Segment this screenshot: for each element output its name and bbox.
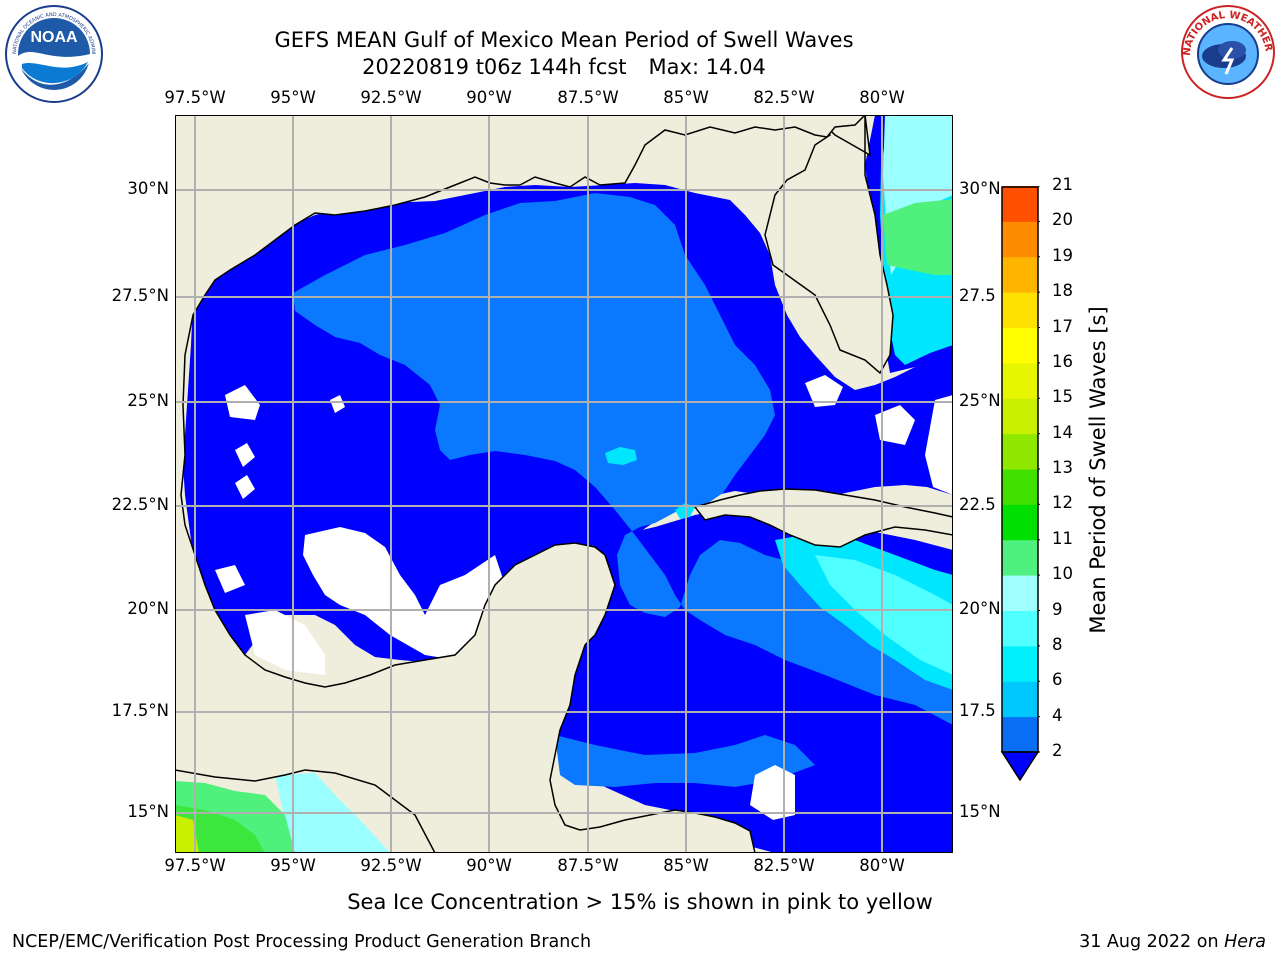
- lat-tick-label: 15°N: [959, 802, 1001, 821]
- colorbar-segment: [1002, 681, 1038, 718]
- colorbar-segment: [1002, 469, 1038, 505]
- lat-tick-label: 27.5°N: [111, 286, 169, 305]
- no-data-patches: [215, 375, 953, 820]
- lon-tick-label: 92.5°W: [360, 856, 422, 875]
- pacific-bright-green-area: [175, 805, 265, 853]
- lon-tick-label: 80°W: [859, 856, 905, 875]
- colorbar-tick-label: 16: [1052, 351, 1073, 371]
- colorbar-tick-label: 14: [1052, 422, 1073, 442]
- colorbar-tick-label: 19: [1052, 245, 1073, 265]
- lat-tick-label: 30°N: [127, 179, 169, 198]
- colorbar-tick-label: 18: [1052, 281, 1073, 301]
- colorbar-segment: [1002, 362, 1038, 399]
- lat-tick-label: 22.5°N: [111, 495, 169, 514]
- gulf-of-mexico-map: [175, 115, 953, 853]
- sea-ice-note: Sea Ice Concentration > 15% is shown in …: [347, 890, 933, 914]
- colorbar-segment: [1002, 433, 1038, 470]
- lat-tick-label: 22.5: [959, 495, 996, 514]
- atlantic-green-area: [883, 199, 953, 275]
- pacific-yellow-green-area: [175, 815, 199, 853]
- lon-tick-label: 97.5°W: [164, 856, 226, 875]
- lon-tick-label: 97.5°W: [164, 88, 226, 107]
- map-title: GEFS MEAN Gulf of Mexico Mean Period of …: [274, 28, 854, 52]
- colorbar-segment: [1002, 504, 1038, 541]
- colorbar-tick-label: 2: [1052, 741, 1063, 760]
- colorbar-tick-label: 10: [1052, 564, 1073, 584]
- colorbar-segment: [1002, 292, 1038, 328]
- lon-tick-label: 90°W: [466, 88, 512, 107]
- lon-tick-label: 85°W: [663, 856, 709, 875]
- lon-tick-label: 92.5°W: [360, 88, 422, 107]
- colorbar-segment: [1002, 398, 1038, 435]
- credit-text: NCEP/EMC/Verification Post Processing Pr…: [12, 932, 592, 952]
- colorbar-segment: [1002, 575, 1038, 611]
- lat-tick-label: 27.5: [959, 286, 996, 305]
- colorbar-tick-label: 4: [1052, 705, 1063, 725]
- lat-tick-label: 25°N: [959, 391, 1001, 410]
- date-stamp: 31 Aug 2022 on Hera: [1079, 932, 1266, 952]
- lon-tick-label: 95°W: [270, 856, 316, 875]
- colorbar-under-triangle: [1000, 751, 1040, 782]
- lat-tick-label: 30°N: [959, 179, 1001, 198]
- caribbean-light-cyan-area: [815, 555, 953, 675]
- lat-tick-label: 15°N: [127, 802, 169, 821]
- graticule-lines: [175, 115, 953, 853]
- colorbar: [1000, 186, 1040, 782]
- colorbar-tick-label: 15: [1052, 387, 1073, 407]
- run-label: 20220819 t06z 144h fcst: [362, 55, 627, 79]
- colorbar-tick-label: 6: [1052, 670, 1063, 690]
- lon-tick-label: 85°W: [663, 88, 709, 107]
- colorbar-tick-label: 21: [1052, 175, 1073, 194]
- colorbar-tick-label: 9: [1052, 599, 1063, 619]
- colorbar-tick-label: 17: [1052, 316, 1073, 336]
- machine-name: Hera: [1224, 932, 1266, 952]
- lon-tick-label: 87.5°W: [557, 856, 619, 875]
- colorbar-tick-label: 8: [1052, 634, 1063, 654]
- central-gulf-cyan-patch: [605, 447, 637, 465]
- lon-tick-label: 82.5°W: [753, 88, 815, 107]
- noaa-logo: NOAA NATIONAL OCEANIC AND ATMOSPHERIC AD…: [4, 4, 103, 103]
- lat-tick-label: 20°N: [127, 599, 169, 618]
- colorbar-segment: [1002, 610, 1038, 647]
- lat-tick-label: 17.5°N: [111, 701, 169, 720]
- colorbar-segment: [1002, 256, 1038, 293]
- lon-tick-label: 87.5°W: [557, 88, 619, 107]
- lon-tick-label: 82.5°W: [753, 856, 815, 875]
- colorbar-segment: [1002, 186, 1038, 222]
- colorbar-segment: [1002, 221, 1038, 258]
- colorbar-segment: [1002, 327, 1038, 364]
- map-subtitle: 20220819 t06z 144h fcst Max: 14.04: [0, 54, 1128, 80]
- colorbar-segment: [1002, 645, 1038, 682]
- lat-tick-label: 25°N: [127, 391, 169, 410]
- lon-tick-label: 80°W: [859, 88, 905, 107]
- date-label: 31 Aug 2022 on: [1079, 932, 1219, 952]
- colorbar-tick-label: 20: [1052, 210, 1073, 230]
- lat-tick-label: 17.5: [959, 701, 996, 720]
- lon-tick-label: 95°W: [270, 88, 316, 107]
- colorbar-tick-label: 12: [1052, 493, 1073, 513]
- nws-logo: NATIONAL WEATHER SERVICE: [1180, 4, 1275, 99]
- noaa-logo-text: NOAA: [30, 29, 78, 46]
- colorbar-segment: [1002, 539, 1038, 576]
- colorbar-segment: [1002, 716, 1038, 753]
- lat-tick-label: 20°N: [959, 599, 1001, 618]
- lon-tick-label: 90°W: [466, 856, 512, 875]
- colorbar-tick-label: 13: [1052, 458, 1073, 477]
- colorbar-tick-label: 11: [1052, 528, 1073, 548]
- max-label: Max: 14.04: [648, 55, 766, 79]
